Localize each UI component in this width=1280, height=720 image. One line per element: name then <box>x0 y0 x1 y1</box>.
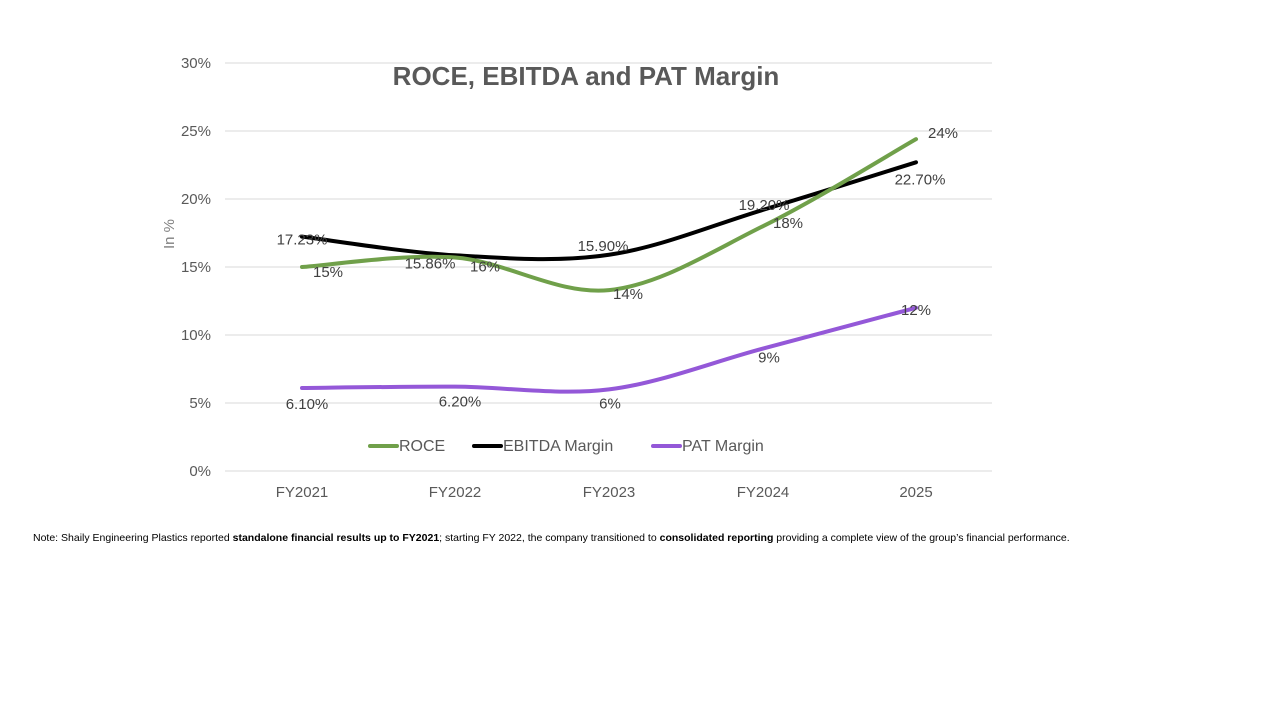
y-tick-label: 30% <box>181 55 211 72</box>
gridlines <box>225 62 992 472</box>
data-label-pat-margin: 6.10% <box>286 396 329 413</box>
data-label-pat-margin: 12% <box>901 302 931 319</box>
data-label-ebitda-margin: 19.20% <box>739 197 790 214</box>
y-tick-label: 20% <box>181 191 211 208</box>
legend: ROCE EBITDA Margin PAT Margin <box>368 438 764 455</box>
data-label-pat-margin: 6.20% <box>439 394 482 411</box>
footnote: Note: Shaily Engineering Plastics report… <box>33 532 1253 544</box>
legend-label-pat-margin: PAT Margin <box>682 438 764 455</box>
series-line-pat-margin <box>300 305 918 394</box>
y-tick-label: 25% <box>181 123 211 140</box>
note-middle: ; starting FY 2022, the company transiti… <box>439 532 660 544</box>
data-label-roce: 18% <box>773 215 803 232</box>
y-tick-label: 10% <box>181 327 211 344</box>
data-label-roce: 16% <box>470 258 500 275</box>
data-label-ebitda-margin: 15.90% <box>578 238 629 255</box>
x-tick-label: FY2022 <box>429 484 482 501</box>
x-tick-label: 2025 <box>899 484 932 501</box>
data-labels: 15% 16% 14% 18% 24% 17.23% 15.86% 15.90% 19.20% 2… <box>277 125 958 413</box>
note-bold-standalone: standalone financial results up to FY202… <box>232 532 440 544</box>
data-label-ebitda-margin: 17.23% <box>277 232 328 249</box>
y-tick-label: 15% <box>181 259 211 276</box>
data-label-roce: 14% <box>613 286 643 303</box>
data-label-roce: 24% <box>928 125 958 142</box>
data-label-ebitda-margin: 15.86% <box>405 255 456 272</box>
y-tick-label: 5% <box>189 395 211 412</box>
chart-title: ROCE, EBITDA and PAT Margin <box>393 61 780 91</box>
y-tick-label: 0% <box>189 463 211 480</box>
data-label-roce: 15% <box>313 264 343 281</box>
legend-label-roce: ROCE <box>399 438 445 455</box>
series-line-roce <box>300 137 918 293</box>
series <box>300 137 918 394</box>
legend-label-ebitda-margin: EBITDA Margin <box>503 438 613 455</box>
series-line-ebitda-margin <box>300 160 918 262</box>
x-tick-label: FY2023 <box>583 484 636 501</box>
x-axis-ticks: FY2021 FY2022 FY2023 FY2024 2025 <box>276 484 933 501</box>
data-label-pat-margin: 9% <box>758 350 780 367</box>
data-label-pat-margin: 6% <box>599 395 621 412</box>
note-prefix: Note: Shaily Engineering Plastics report… <box>33 532 233 544</box>
x-tick-label: FY2024 <box>737 484 790 501</box>
x-tick-label: FY2021 <box>276 484 329 501</box>
y-axis-ticks: 0% 5% 10% 15% 20% 25% 30% <box>181 55 211 480</box>
data-label-ebitda-margin: 22.70% <box>895 171 946 188</box>
note-bold-consolidated: consolidated reporting <box>659 532 774 544</box>
note-suffix: providing a complete view of the group’s… <box>773 532 1070 544</box>
y-axis-title: In % <box>161 219 178 249</box>
